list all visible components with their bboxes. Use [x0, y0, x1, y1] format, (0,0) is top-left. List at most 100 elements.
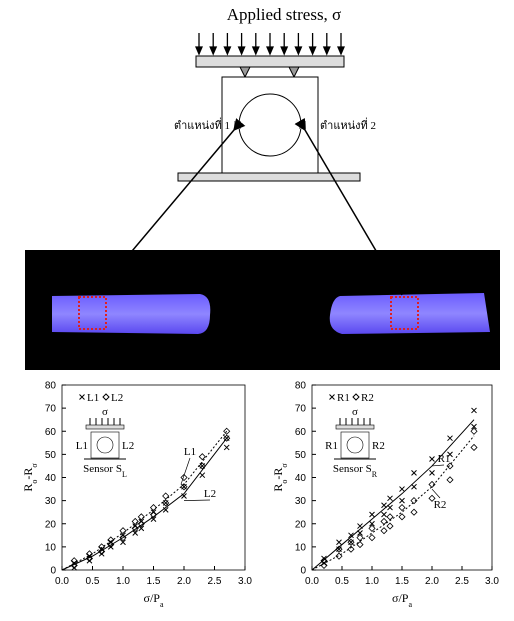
point: [369, 535, 375, 541]
point: [99, 551, 104, 556]
y-label-part: -R: [21, 468, 35, 480]
figure: Applied stress, σ ตำแหน่งที่ 1 ตำแหน่งที…: [0, 0, 514, 621]
arrow-head: [267, 47, 273, 54]
inset-right: R2: [372, 440, 385, 452]
y-tick-label: 20: [45, 519, 57, 530]
x-axis-label: σ/Pa: [392, 591, 412, 609]
x-tick-label: 0.5: [86, 576, 100, 587]
point: [322, 561, 327, 566]
x-tick-label: 3.0: [485, 576, 499, 587]
sample-right: [330, 293, 490, 334]
fit-label: R2: [434, 499, 447, 511]
inset-sensor-name: Sensor S: [83, 463, 122, 475]
x-tick-label: 2.0: [425, 576, 439, 587]
point: [412, 484, 417, 489]
point: [430, 457, 435, 462]
point: [370, 512, 375, 517]
legend-label: R1: [337, 392, 350, 404]
inset-sensor-sub: L: [122, 470, 127, 479]
y-tick-label: 60: [45, 427, 57, 438]
point: [399, 505, 405, 511]
sample-left: [52, 294, 210, 334]
inset-sensor-sub: R: [372, 470, 378, 479]
position-label: ตำแหน่งที่ 1: [174, 117, 230, 132]
x-tick-label: 1.5: [395, 576, 409, 587]
arrow-head: [239, 47, 245, 54]
fit-label: L2: [204, 488, 216, 500]
y-tick-label: 0: [300, 566, 306, 577]
y-tick-label: 10: [295, 542, 307, 553]
sensor-left: [234, 121, 241, 129]
arrow-head: [324, 47, 330, 54]
point: [411, 509, 417, 515]
y-label-part: σ: [30, 463, 39, 468]
y-axis-label: Ro-Rσ: [271, 463, 289, 492]
point: [430, 470, 435, 475]
load-arrows: [196, 33, 344, 54]
fit-line: [62, 431, 227, 570]
point: [412, 470, 417, 475]
legend-marker: [353, 394, 359, 400]
chart: 010203040506070800.00.51.01.52.02.53.0σ/…: [271, 381, 499, 609]
y-tick-label: 0: [50, 566, 56, 577]
fit-pointer: [181, 458, 190, 484]
x-tick-label: 3.0: [238, 576, 252, 587]
legend-label: R2: [361, 392, 374, 404]
point: [224, 445, 229, 450]
y-tick-label: 40: [295, 473, 307, 484]
arrow-head: [210, 47, 216, 54]
y-tick-label: 50: [45, 450, 57, 461]
x-tick-label: 0.5: [335, 576, 349, 587]
plot-frame: [62, 385, 245, 570]
x-label-part: σ/P: [143, 591, 160, 605]
x-label-part: a: [160, 600, 164, 609]
position-label: ตำแหน่งที่ 2: [320, 117, 376, 132]
load-plate: [196, 56, 344, 67]
legend-label: L2: [111, 392, 123, 404]
fit-pointer: [184, 500, 210, 501]
point: [448, 436, 453, 441]
y-label-part: -R: [271, 468, 285, 480]
inset-right: L2: [122, 440, 134, 452]
x-tick-label: 2.5: [455, 576, 469, 587]
legend-marker: [103, 394, 109, 400]
point: [472, 408, 477, 413]
point: [72, 565, 77, 570]
point: [358, 524, 363, 529]
arrow-head: [310, 47, 316, 54]
arrow-head: [281, 47, 287, 54]
arrow-head: [295, 47, 301, 54]
point: [337, 540, 342, 545]
y-axis-label: Ro-Rσ: [21, 463, 39, 492]
fit-line: [62, 438, 227, 570]
point: [387, 514, 393, 520]
inset-plate: [86, 425, 124, 429]
inset-left: L1: [76, 440, 88, 452]
point: [400, 498, 405, 503]
y-tick-label: 70: [295, 404, 307, 415]
point: [382, 512, 387, 517]
y-label-part: R: [271, 484, 285, 492]
point: [108, 540, 113, 545]
hole: [239, 94, 301, 156]
point: [471, 444, 477, 450]
point: [400, 487, 405, 492]
point: [381, 528, 387, 534]
inset-load: σ: [352, 406, 358, 418]
point: [87, 558, 92, 563]
y-tick-label: 80: [295, 381, 307, 392]
point: [387, 523, 393, 529]
inset-sensor-name: Sensor S: [333, 463, 372, 475]
arrow-head: [338, 47, 344, 54]
x-tick-label: 0.0: [55, 576, 69, 587]
point: [199, 454, 205, 460]
y-label-part: R: [21, 484, 35, 492]
inset-sensor: Sensor SR: [333, 463, 378, 479]
inset-sensor: Sensor SL: [83, 463, 127, 479]
x-tick-label: 1.5: [147, 576, 161, 587]
fit-label: L1: [184, 446, 196, 458]
x-tick-label: 2.0: [177, 576, 191, 587]
sensor-right: [299, 121, 306, 129]
inset-load: σ: [102, 406, 108, 418]
point: [388, 496, 393, 501]
